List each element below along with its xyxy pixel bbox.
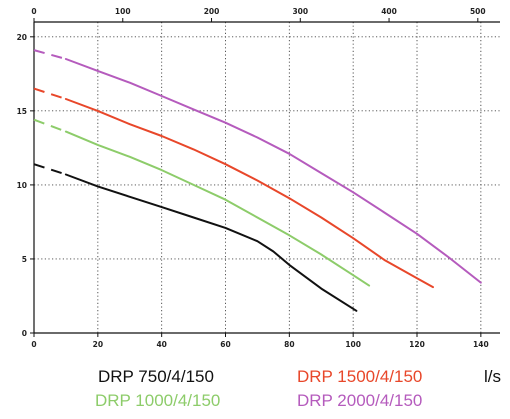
- x-top-tick-label: 500: [470, 7, 486, 16]
- legend-entry-1: DRP 1000/4/150: [95, 391, 220, 410]
- x-tick-label: 120: [409, 340, 425, 349]
- series-dashed-2: [33, 87, 67, 100]
- series-line-2: [64, 98, 434, 289]
- series-dashed-1: [33, 118, 67, 133]
- x-tick-label: 0: [31, 340, 36, 349]
- x-top-tick-label: 0: [31, 7, 36, 16]
- series-line-1: [64, 130, 371, 287]
- y-tick-label: 20: [17, 33, 27, 42]
- legend: DRP 750/4/150 DRP 1000/4/150 DRP 1500/4/15…: [95, 367, 501, 410]
- series-line-0: [64, 173, 358, 312]
- series-dashed-0: [33, 163, 67, 176]
- x-top-tick-label: 300: [292, 7, 308, 16]
- y-tick-label: 10: [17, 181, 27, 190]
- x-top-tick-label: 400: [381, 7, 397, 16]
- legend-entry-3: DRP 2000/4/150: [297, 391, 422, 410]
- series-line-3: [64, 58, 482, 284]
- x-tick-label: 100: [345, 340, 361, 349]
- series-dashed-3: [33, 49, 67, 60]
- y-tick-label: 15: [17, 107, 27, 116]
- y-tick-label: 0: [22, 329, 27, 338]
- tick-labels: 0 20 40 60 80 100 120 140 0 100 200 300 400 500 0 5 10 15…: [17, 7, 489, 349]
- x-top-tick-label: 200: [204, 7, 220, 16]
- x-top-tick-label: 100: [115, 7, 131, 16]
- series-lines: [33, 49, 482, 312]
- axes: [30, 18, 500, 337]
- legend-entry-2: DRP 1500/4/150: [297, 367, 422, 386]
- x-tick-label: 40: [156, 340, 166, 349]
- legend-entry-0: DRP 750/4/150: [98, 367, 214, 386]
- y-tick-label: 5: [22, 255, 27, 264]
- x-tick-label: 20: [93, 340, 103, 349]
- x-tick-label: 60: [220, 340, 230, 349]
- grid-lines: [34, 22, 500, 333]
- x-axis-unit-label: l/s: [484, 367, 501, 386]
- x-tick-label: 80: [284, 340, 294, 349]
- x-tick-label: 140: [473, 340, 489, 349]
